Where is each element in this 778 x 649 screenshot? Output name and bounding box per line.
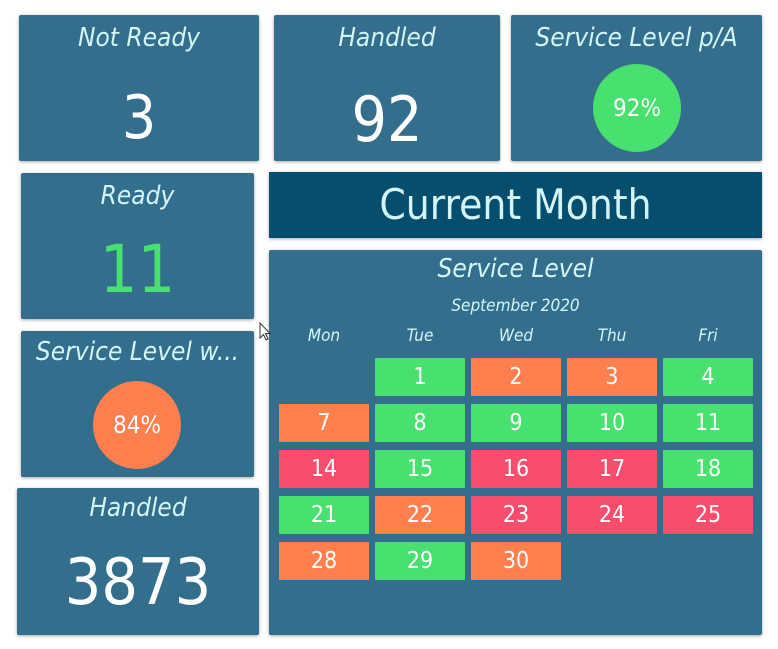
calendar-day-17[interactable]: 17 [567, 450, 657, 488]
mouse-pointer-icon [259, 322, 272, 341]
calendar-day-4[interactable]: 4 [663, 358, 753, 396]
calendar-day-7[interactable]: 7 [279, 404, 369, 442]
weekday-wed: Wed [498, 326, 534, 346]
current-month-banner: Current Month [269, 172, 762, 238]
service-level-pa-title: Service Level p/A [535, 23, 738, 53]
handled-total-value: 3873 [64, 546, 212, 620]
service-level-calendar[interactable]: Service Level September 2020 Mon Tue Wed… [269, 250, 762, 635]
handled-today-value: 92 [351, 83, 423, 156]
weekday-fri: Fri [698, 326, 718, 346]
calendar-day-29[interactable]: 29 [375, 542, 465, 580]
handled-today-tile[interactable]: Handled 92 [274, 15, 500, 161]
calendar-day-18[interactable]: 18 [663, 450, 753, 488]
calendar-day-22[interactable]: 22 [375, 496, 465, 534]
calendar-day-2[interactable]: 2 [471, 358, 561, 396]
calendar-title: Service Level [437, 254, 594, 284]
service-level-pa-tile[interactable]: Service Level p/A 92% [511, 15, 762, 161]
calendar-day-11[interactable]: 11 [663, 404, 753, 442]
service-level-w-title: Service Level w... [35, 337, 240, 367]
not-ready-title: Not Ready [77, 23, 201, 53]
ready-value: 11 [99, 231, 176, 308]
calendar-day-14[interactable]: 14 [279, 450, 369, 488]
handled-total-tile[interactable]: Handled 3873 [17, 488, 259, 635]
calendar-day-16[interactable]: 16 [471, 450, 561, 488]
weekday-header: Mon Tue Wed Thu Fri [279, 326, 753, 346]
calendar-month: September 2020 [451, 296, 580, 316]
weekday-tue: Tue [406, 326, 434, 346]
not-ready-value: 3 [121, 83, 157, 153]
ready-tile[interactable]: Ready 11 [21, 173, 254, 319]
calendar-day-9[interactable]: 9 [471, 404, 561, 442]
calendar-day-15[interactable]: 15 [375, 450, 465, 488]
calendar-day-23[interactable]: 23 [471, 496, 561, 534]
calendar-day-28[interactable]: 28 [279, 542, 369, 580]
weekday-mon: Mon [307, 326, 341, 346]
calendar-day-3[interactable]: 3 [567, 358, 657, 396]
calendar-day-21[interactable]: 21 [279, 496, 369, 534]
handled-total-title: Handled [89, 493, 187, 523]
ready-title: Ready [100, 181, 175, 211]
service-level-pa-indicator: 92% [593, 64, 681, 152]
calendar-day-10[interactable]: 10 [567, 404, 657, 442]
calendar-day-30[interactable]: 30 [471, 542, 561, 580]
weekday-thu: Thu [597, 326, 627, 346]
handled-today-title: Handled [338, 23, 436, 53]
calendar-day-25[interactable]: 25 [663, 496, 753, 534]
not-ready-tile[interactable]: Not Ready 3 [19, 15, 259, 161]
service-level-w-indicator: 84% [93, 381, 181, 469]
calendar-day-24[interactable]: 24 [567, 496, 657, 534]
service-level-w-tile[interactable]: Service Level w... 84% [21, 331, 254, 477]
calendar-day-1[interactable]: 1 [375, 358, 465, 396]
calendar-day-8[interactable]: 8 [375, 404, 465, 442]
